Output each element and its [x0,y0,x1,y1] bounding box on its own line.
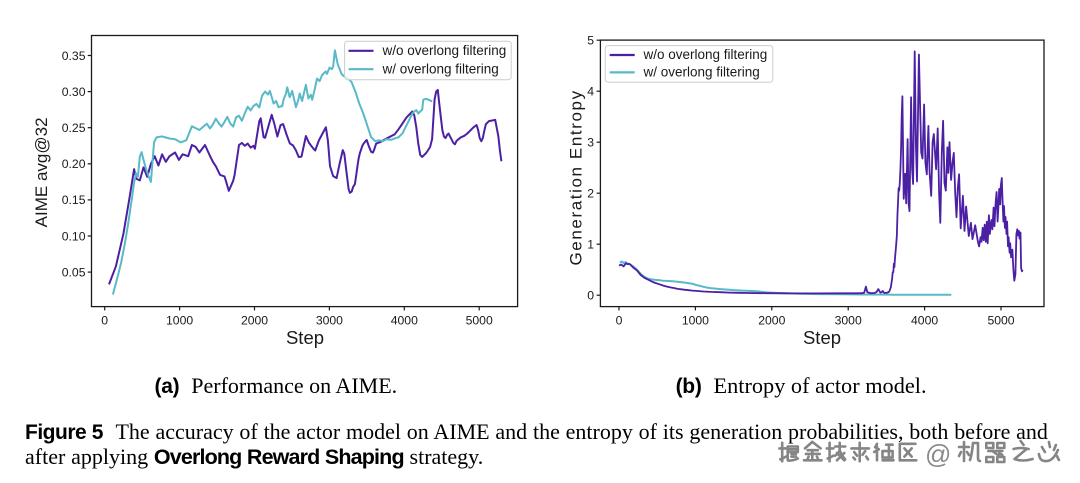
svg-text:0.30: 0.30 [62,85,86,99]
svg-text:AIME avg@32: AIME avg@32 [32,117,51,227]
svg-text:3: 3 [587,136,594,150]
svg-text:1: 1 [587,238,594,252]
svg-text:0.25: 0.25 [62,121,86,135]
svg-text:Step: Step [803,327,841,348]
svg-text:0: 0 [587,289,594,303]
svg-text:w/ overlong filtering: w/ overlong filtering [643,65,760,80]
svg-text:Step: Step [286,327,324,348]
svg-text:5: 5 [587,34,594,48]
svg-text:0.10: 0.10 [62,229,86,243]
svg-text:4: 4 [587,85,594,99]
svg-text:w/o overlong filtering: w/o overlong filtering [643,47,768,62]
svg-text:w/o overlong filtering: w/o overlong filtering [382,43,507,58]
svg-text:0: 0 [101,314,108,328]
svg-text:3000: 3000 [316,314,343,328]
svg-text:2: 2 [587,187,594,201]
svg-text:0.15: 0.15 [62,193,86,207]
svg-text:Generation Entropy: Generation Entropy [567,89,586,265]
svg-text:0.05: 0.05 [62,265,86,279]
svg-text:0.35: 0.35 [62,49,86,63]
svg-text:5000: 5000 [987,314,1014,328]
svg-text:1000: 1000 [682,314,709,328]
svg-text:0.20: 0.20 [62,157,86,171]
svg-text:0: 0 [616,314,623,328]
svg-text:2000: 2000 [758,314,785,328]
svg-text:2000: 2000 [241,314,268,328]
svg-text:@: @ [925,439,951,469]
svg-text:3000: 3000 [835,314,862,328]
svg-text:4000: 4000 [391,314,418,328]
svg-text:5000: 5000 [466,314,493,328]
svg-text:w/ overlong filtering: w/ overlong filtering [382,61,499,76]
svg-text:1000: 1000 [166,314,193,328]
svg-text:4000: 4000 [911,314,938,328]
